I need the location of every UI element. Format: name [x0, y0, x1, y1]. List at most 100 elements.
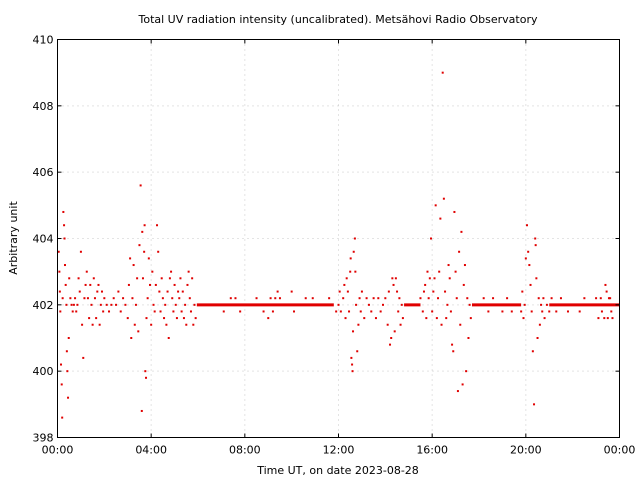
data-point [63, 264, 66, 267]
data-point [540, 303, 543, 306]
data-point [139, 184, 142, 187]
data-point [363, 317, 366, 320]
x-tick-label: 00:00 [42, 444, 74, 457]
data-point [126, 317, 129, 320]
data-point [77, 277, 80, 280]
data-point [386, 323, 389, 326]
data-point [86, 297, 89, 300]
data-point [60, 383, 63, 386]
data-point [387, 290, 390, 293]
data-point [159, 310, 162, 313]
data-point [469, 317, 472, 320]
data-point [100, 290, 103, 293]
data-point [130, 337, 133, 339]
data-point [461, 383, 464, 386]
data-point [435, 317, 438, 320]
data-point [102, 310, 105, 313]
data-point [603, 317, 606, 320]
data-point [93, 297, 96, 300]
data-point [141, 277, 144, 280]
x-tick-label: 00:00 [604, 444, 636, 457]
y-tick-label: 410 [33, 34, 54, 47]
data-point [344, 317, 347, 320]
data-point [82, 356, 85, 359]
data-point [97, 283, 100, 286]
data-point [445, 317, 448, 320]
data-point [274, 297, 277, 300]
data-point [184, 303, 187, 306]
data-point [433, 277, 436, 280]
data-point [193, 303, 196, 306]
data-point [328, 297, 331, 300]
data-point [65, 303, 68, 306]
data-point [293, 310, 296, 313]
data-point [377, 297, 380, 300]
data-point [422, 290, 425, 293]
data-point [607, 297, 610, 300]
data-point [600, 310, 603, 313]
data-point [278, 297, 281, 300]
data-point [143, 224, 146, 227]
data-point [61, 297, 64, 300]
x-tick-label: 12:00 [323, 444, 355, 457]
data-point [191, 277, 194, 280]
data-point [522, 317, 525, 320]
data-point [79, 250, 82, 253]
data-point [353, 237, 356, 240]
data-point [352, 250, 355, 253]
x-tick-label: 04:00 [135, 444, 167, 457]
x-tick-label: 08:00 [229, 444, 261, 457]
data-point [531, 350, 534, 353]
data-point [350, 356, 353, 359]
data-point [421, 310, 424, 313]
data-point [521, 290, 524, 293]
data-point [60, 363, 63, 366]
data-point [487, 310, 490, 313]
data-point [70, 303, 73, 306]
data-point [451, 343, 454, 346]
data-point [153, 310, 156, 313]
data-point [459, 323, 462, 326]
data-point [156, 224, 159, 227]
data-point [337, 303, 340, 306]
data-point [136, 277, 139, 280]
data-point [533, 403, 536, 406]
data-point [425, 317, 428, 320]
data-point [434, 204, 437, 207]
x-axis: 00:00 04:00 08:00 12:00 16:00 20:00 00:00 [42, 39, 636, 457]
x-axis-label: Time UT, on date 2023-08-28 [256, 464, 419, 477]
data-point [185, 323, 188, 326]
data-point [524, 257, 527, 260]
data-point [444, 290, 447, 293]
data-point [520, 310, 523, 313]
data-point [393, 330, 396, 333]
data-point [542, 297, 545, 300]
data-point [398, 297, 401, 300]
data-point [68, 277, 71, 280]
y-axis-label: Arbitrary unit [7, 201, 20, 275]
data-point [63, 224, 66, 227]
data-point [234, 297, 237, 300]
data-point [290, 290, 293, 293]
data-point [255, 297, 258, 300]
data-point [129, 257, 132, 260]
y-tick-label: 400 [33, 365, 54, 378]
data-point [370, 310, 373, 313]
data-point [145, 317, 148, 320]
data-point [535, 277, 538, 280]
data-point [543, 317, 546, 320]
data-point [352, 330, 355, 333]
data-point [506, 297, 509, 300]
data-point [172, 310, 175, 313]
data-point [222, 310, 225, 313]
data-point [610, 310, 613, 313]
data-point [239, 310, 242, 313]
data-point [455, 297, 458, 300]
data-point [538, 323, 541, 326]
data-point [349, 257, 352, 260]
data-point [427, 297, 430, 300]
data-point [351, 370, 354, 373]
data-point [530, 310, 533, 313]
data-point [351, 363, 354, 366]
